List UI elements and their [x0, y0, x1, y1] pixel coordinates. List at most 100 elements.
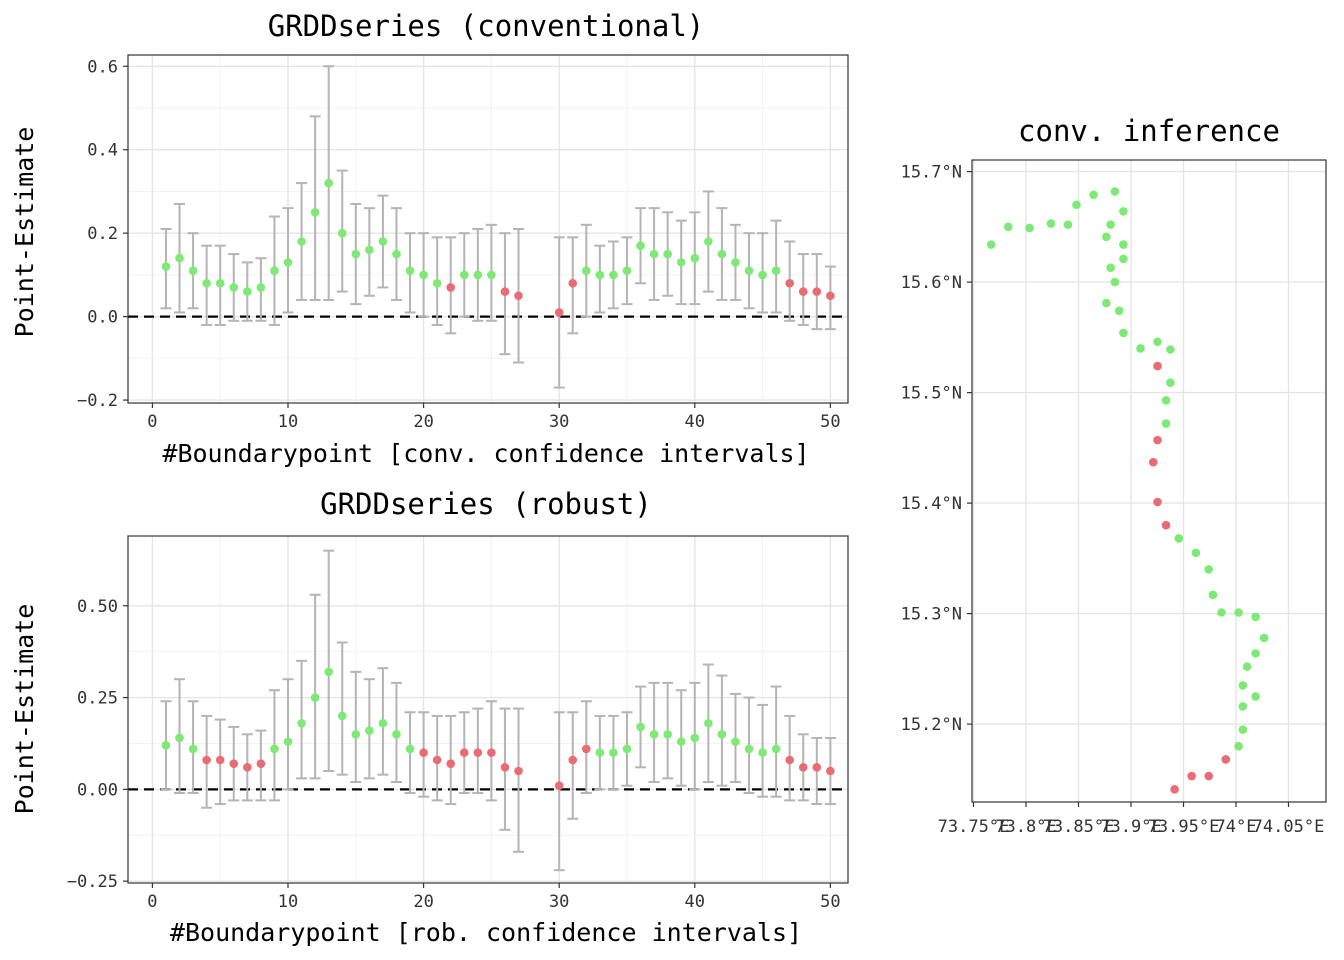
- boundary-point: [1102, 232, 1111, 242]
- data-point: [812, 763, 822, 772]
- x-tick-label: 0: [147, 892, 157, 912]
- y-tick-label: 15.5°N: [901, 384, 962, 404]
- data-point: [188, 266, 198, 276]
- boundary-point: [1217, 608, 1226, 617]
- data-point: [704, 718, 713, 728]
- data-point: [351, 729, 361, 739]
- boundary-point: [1259, 633, 1269, 643]
- grid-robust: [128, 536, 848, 883]
- boundary-point: [1114, 306, 1124, 316]
- points-map: [986, 187, 1269, 794]
- y-tick-label: 15.3°N: [901, 605, 962, 625]
- panel-border: [127, 535, 849, 884]
- data-point: [582, 744, 591, 754]
- data-point: [595, 748, 605, 757]
- boundary-point: [1148, 457, 1158, 467]
- data-point: [161, 741, 171, 750]
- data-point: [731, 258, 740, 267]
- data-point: [283, 258, 293, 267]
- data-point: [243, 287, 252, 296]
- y-tick-label: 0.4: [87, 141, 118, 161]
- data-point: [229, 759, 239, 768]
- ticks-conventional: 0 10 20 30 40 50 −0.2 0.0 0.2 0.4 0.6: [77, 54, 849, 432]
- data-point: [744, 266, 754, 276]
- boundary-point: [1234, 741, 1243, 751]
- data-point: [649, 249, 659, 259]
- y-tick-label: 15.6°N: [901, 273, 962, 293]
- data-point: [771, 744, 781, 754]
- x-tick-label: 73.95°E: [1148, 817, 1220, 837]
- data-point: [175, 733, 184, 743]
- data-point: [514, 291, 523, 301]
- data-point: [270, 744, 279, 754]
- y-tick-label: 0.25: [77, 689, 118, 709]
- boundary-point: [1153, 435, 1162, 445]
- boundary-point: [1238, 681, 1248, 690]
- grid-map: [972, 160, 1326, 802]
- data-point: [392, 249, 401, 259]
- data-point: [771, 266, 781, 276]
- x-tick-label: 30: [549, 412, 569, 432]
- boundary-point: [1251, 612, 1260, 622]
- y-tick-label: 15.4°N: [901, 494, 962, 514]
- y-tick-label: 0.50: [77, 597, 118, 617]
- data-point: [446, 759, 456, 768]
- boundary-point: [1119, 240, 1128, 249]
- data-point: [459, 748, 469, 757]
- x-tick-label: 40: [685, 892, 705, 912]
- data-point: [690, 733, 700, 743]
- data-point: [310, 208, 320, 217]
- x-tick-label: 50: [820, 892, 840, 912]
- boundary-point: [1153, 337, 1162, 347]
- x-tick-label: 74.05°E: [1253, 817, 1325, 837]
- points-conventional: [161, 178, 835, 317]
- data-point: [337, 228, 347, 238]
- boundary-point: [1063, 220, 1073, 229]
- data-point: [568, 755, 578, 765]
- data-point: [405, 744, 415, 754]
- data-point: [568, 278, 578, 288]
- data-point: [609, 270, 618, 280]
- data-point: [243, 763, 252, 772]
- ticks-robust: 0 10 20 30 40 50 −0.25 0.00 0.25 0.50: [67, 535, 849, 912]
- y-tick-label: 0.00: [77, 780, 118, 800]
- data-point: [690, 253, 700, 263]
- data-point: [324, 667, 333, 677]
- data-point: [310, 693, 320, 702]
- data-point: [161, 262, 171, 271]
- boundary-point: [1166, 378, 1175, 387]
- data-point: [798, 287, 808, 296]
- boundary-point: [1102, 298, 1111, 308]
- data-point: [419, 748, 428, 757]
- boundary-point: [1161, 396, 1171, 405]
- x-tick-label: 0: [147, 412, 157, 432]
- data-point: [297, 718, 306, 728]
- x-tick-label: 10: [278, 892, 298, 912]
- y-tick-label: 0.2: [87, 224, 118, 244]
- data-point: [744, 744, 754, 754]
- panel-border: [127, 54, 849, 404]
- data-point: [432, 755, 442, 765]
- x-tick-label: 73.85°E: [1043, 817, 1115, 837]
- x-tick-label: 50: [820, 412, 840, 432]
- panel-map: conv. inference 15.2°N 15.3°N 15.4°N 15.5°N…: [901, 114, 1327, 837]
- data-point: [419, 270, 428, 280]
- x-tick-label: 20: [413, 412, 433, 432]
- data-point: [717, 249, 727, 259]
- y-tick-label: −0.2: [77, 391, 118, 411]
- data-point: [487, 748, 496, 757]
- data-point: [270, 266, 279, 276]
- boundary-point: [1106, 263, 1115, 273]
- panel-conventional: GRDDseries (conventional) 0 10 20 30 40 50 −0.…: [10, 9, 849, 468]
- data-point: [758, 270, 767, 280]
- data-point: [663, 249, 672, 259]
- data-point: [324, 178, 333, 188]
- data-point: [378, 718, 388, 728]
- boundary-point: [1187, 771, 1196, 781]
- x-tick-label: 20: [413, 892, 433, 912]
- data-point: [297, 237, 306, 246]
- chart-title-map: conv. inference: [1018, 114, 1280, 148]
- data-point: [202, 755, 211, 765]
- data-point: [215, 755, 225, 765]
